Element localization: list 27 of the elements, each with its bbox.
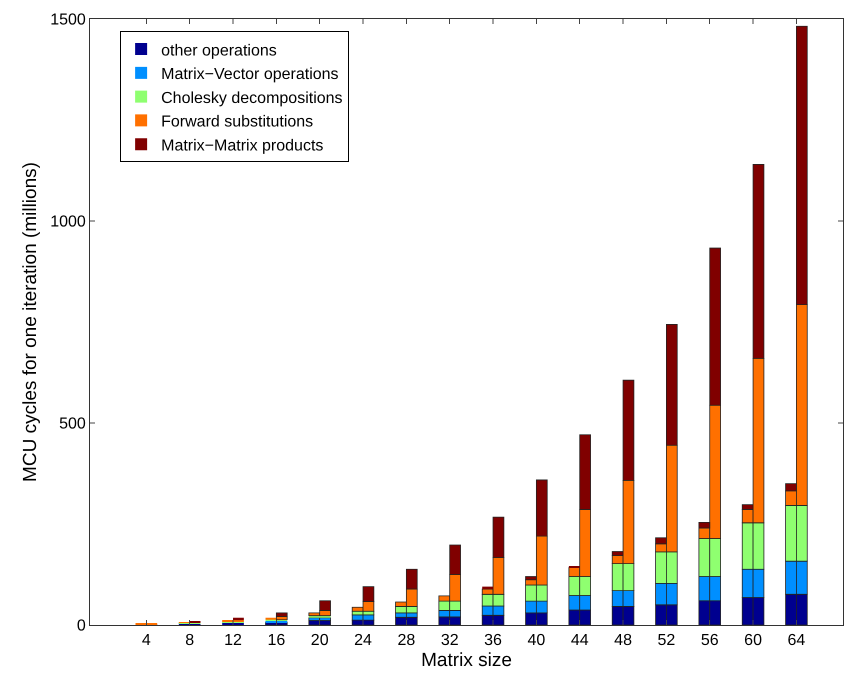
x-tick-label: 60: [744, 632, 762, 650]
x-tick-label: 44: [570, 632, 589, 650]
x-tick-label: 8: [185, 632, 194, 650]
legend-label: Forward substitutions: [161, 114, 314, 131]
x-tick-label: 24: [354, 632, 372, 650]
x-tick-label: 16: [267, 632, 286, 650]
x-tick-label: 36: [484, 632, 502, 650]
x-tick-label: 32: [440, 632, 459, 650]
legend-label: Matrix−Vector operations: [161, 66, 339, 84]
legend-label: other operations: [161, 42, 277, 60]
x-tick-label: 28: [397, 632, 416, 650]
legend-label: Matrix−Matrix products: [161, 137, 324, 154]
x-tick-label: 64: [788, 632, 806, 650]
x-tick-label: 4: [142, 632, 151, 650]
x-tick-label: 48: [614, 632, 632, 650]
y-axis-title: MCU cycles for one iteration (millions): [20, 162, 42, 482]
x-tick-label: 56: [700, 632, 719, 650]
legend-label: Cholesky decompositions: [161, 90, 343, 107]
x-tick-label: 12: [224, 632, 242, 650]
x-tick-label: 52: [658, 632, 676, 650]
y-tick-label: 0: [76, 618, 86, 635]
x-tick-label: 20: [310, 632, 329, 650]
x-axis-title: Matrix size: [421, 650, 512, 671]
x-tick-label: 40: [527, 632, 546, 650]
y-tick-label: 1000: [50, 214, 86, 231]
y-tick-label: 500: [59, 416, 86, 433]
y-tick-label: 1500: [50, 12, 86, 29]
